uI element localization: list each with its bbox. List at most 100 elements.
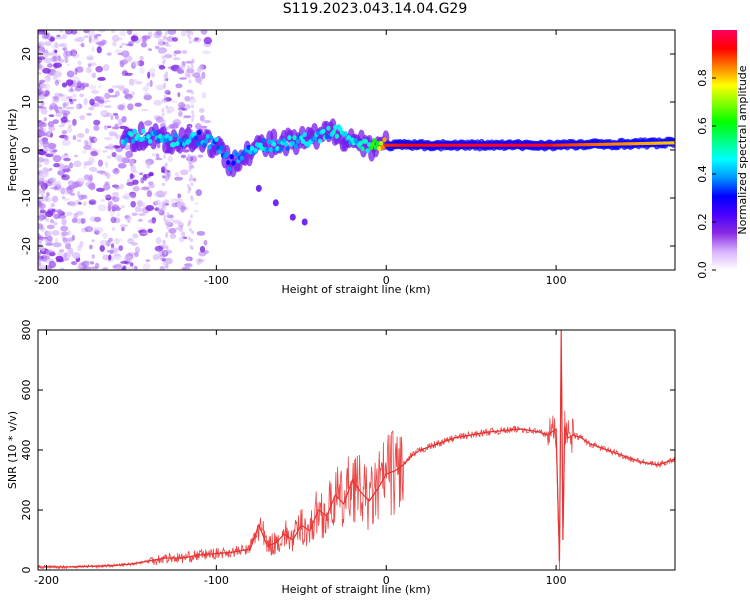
noise-speck <box>134 170 139 174</box>
noise-speck <box>60 187 66 195</box>
noise-speck <box>155 84 165 91</box>
noise-speck <box>41 33 50 40</box>
noise-speck <box>58 58 65 63</box>
noise-speck <box>180 169 189 176</box>
noise-speck <box>97 159 103 167</box>
noise-speck <box>38 64 46 70</box>
noise-speck <box>128 40 134 47</box>
noise-speck <box>69 201 78 207</box>
noise-speck <box>43 94 48 97</box>
noise-speck <box>125 43 133 47</box>
noise-speck <box>62 237 69 243</box>
spectrogram-y-tick-label: 20 <box>20 47 33 61</box>
noise-speck <box>57 214 67 219</box>
band-core <box>226 160 231 166</box>
spectrogram-y-axis-label: Frequency (Hz) <box>6 109 19 192</box>
noise-speck <box>190 177 194 182</box>
noise-speck <box>115 266 122 270</box>
noise-speck <box>52 183 57 186</box>
noise-speck <box>197 154 204 158</box>
branch-point <box>301 218 308 226</box>
noise-speck <box>111 34 120 42</box>
noise-speck <box>134 206 142 213</box>
noise-speck <box>85 128 90 134</box>
noise-speck <box>188 79 192 84</box>
noise-speck <box>180 30 187 37</box>
noise-speck <box>97 76 106 81</box>
noise-speck <box>190 61 194 66</box>
noise-speck <box>64 135 69 141</box>
noise-speck <box>180 231 186 238</box>
noise-speck <box>158 209 165 216</box>
noise-speck <box>161 205 165 210</box>
noise-speck <box>170 100 178 104</box>
noise-speck <box>96 96 105 103</box>
noise-speck <box>118 245 124 251</box>
noise-speck <box>188 97 197 104</box>
noise-speck <box>65 211 73 217</box>
noise-speck <box>113 131 117 137</box>
snr-x-ticks: -200 -100 0 100 <box>34 330 567 587</box>
band-core <box>261 137 267 143</box>
noise-speck <box>39 132 48 137</box>
noise-speck <box>90 89 100 94</box>
band-core <box>253 147 258 153</box>
band-core <box>360 146 365 152</box>
snr-y-tick-label: 800 <box>20 320 33 341</box>
noise-speck <box>121 157 130 164</box>
noise-speck <box>71 181 79 187</box>
noise-speck <box>181 49 188 55</box>
noise-speck <box>47 121 55 128</box>
noise-speck <box>96 46 102 54</box>
snr-y-tick-label: 0 <box>20 567 33 574</box>
snr-x-tick-label: -200 <box>34 574 59 587</box>
noise-speck <box>45 182 53 187</box>
band-core <box>316 130 321 136</box>
noise-speck <box>117 121 123 127</box>
noise-speck <box>191 230 195 235</box>
noise-speck <box>57 169 65 176</box>
noise-speck <box>130 200 136 208</box>
noise-speck <box>99 239 108 246</box>
noise-speck <box>93 227 97 232</box>
noise-speck <box>168 228 177 234</box>
noise-speck <box>188 186 192 191</box>
noise-speck <box>46 224 55 230</box>
noise-speck <box>54 237 59 244</box>
noise-speck <box>188 154 192 159</box>
noise-speck <box>177 193 182 199</box>
noise-speck <box>128 78 135 86</box>
band-core <box>326 125 331 131</box>
noise-speck <box>104 171 108 177</box>
noise-speck <box>201 71 206 80</box>
noise-speck <box>56 34 61 38</box>
noise-speck <box>106 112 112 116</box>
noise-speck <box>139 55 144 61</box>
noise-speck <box>164 177 168 182</box>
band-core <box>346 135 352 141</box>
noise-speck <box>72 135 77 141</box>
band-core <box>195 141 200 147</box>
noise-speck <box>61 196 66 199</box>
noise-speck <box>38 41 45 47</box>
noise-speck <box>164 94 168 99</box>
noise-speck <box>43 117 48 122</box>
noise-speck <box>69 87 74 92</box>
noise-speck <box>165 74 169 79</box>
band-core <box>334 133 340 139</box>
noise-speck <box>46 197 52 203</box>
noise-speck <box>165 246 169 251</box>
band-core <box>215 145 221 151</box>
noise-speck <box>163 77 167 82</box>
noise-speck <box>63 46 68 53</box>
noise-speck <box>61 164 69 170</box>
noise-speck <box>86 113 92 116</box>
snr-y-axis-label: SNR (10 * v/v) <box>6 411 19 489</box>
band-core <box>370 142 375 148</box>
noise-speck <box>114 48 122 55</box>
noise-speck <box>187 73 191 78</box>
snr-background <box>38 330 675 570</box>
noise-speck <box>174 198 184 202</box>
noise-speck <box>54 79 60 86</box>
spectrogram-x-axis-label: Height of straight line (km) <box>281 283 430 296</box>
